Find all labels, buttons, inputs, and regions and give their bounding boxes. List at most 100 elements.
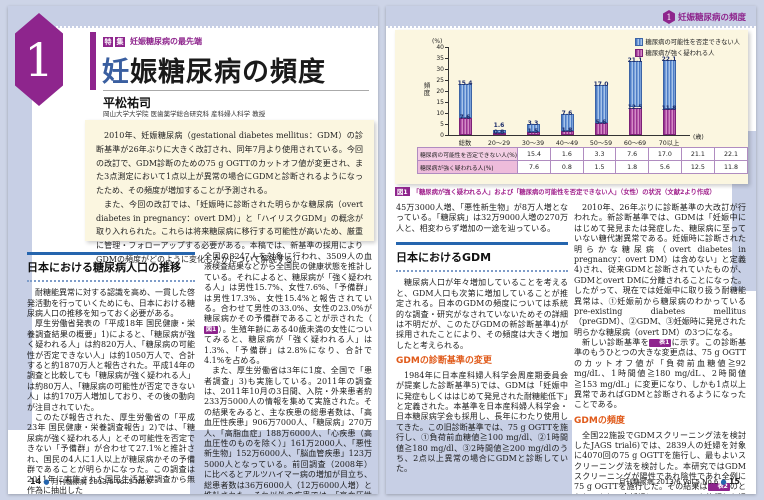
body-text: 新しい診断基準を <box>582 338 650 348</box>
y-axis-label: 頻度 <box>422 82 430 97</box>
y-tick-mark <box>445 58 448 59</box>
section-rule <box>396 242 568 246</box>
section-heading-diabetes-population: 日本における糖尿病人口の推移 <box>27 260 195 283</box>
x-category-label: 40～49 <box>555 140 579 147</box>
y-tick-mark <box>445 69 448 70</box>
y-tick-label: 0 <box>440 131 444 139</box>
body-text: ）。生殖年齢にある40歳未満の女性についてみると、糖尿病が「強く疑われる人」は1… <box>204 324 372 365</box>
x-category-label: 50～59 <box>589 140 613 147</box>
bar-segment-purple-striped <box>492 133 506 136</box>
bar-value-label: 12.5 <box>627 103 643 111</box>
bar-value-label: 1.8 <box>561 127 573 135</box>
legend-label: 糖尿病が強く疑われる人 <box>645 50 715 57</box>
figure-table-cell: 1.8 <box>615 160 649 174</box>
bar-segment-blue-striped <box>560 114 574 132</box>
left-page: 1 特 集 妊娠糖尿病の最先端 妊娠糖尿病の頻度 平松祐司 岡山大学大学院 医歯… <box>8 6 378 494</box>
y-tick-label: 5 <box>440 120 444 128</box>
journal-name: 月刊糖尿病 2013/6 Vol.5 No.6 <box>618 478 719 486</box>
body-paragraph: 1984年に日本産科婦人科学会周産期委員会が提案した診断基準5)では、GDMは「… <box>396 370 568 474</box>
running-head: 1 妊娠糖尿病の頻度 <box>662 10 746 24</box>
figure-table-cell: 22.1 <box>713 147 749 161</box>
body-paragraph: 全国の8247人を対象に行われ、3509人の血液検査結果などから全国民の健康状態… <box>204 252 372 366</box>
figure-table-cell: 5.6 <box>647 160 682 174</box>
article-title: 妊娠糖尿病の頻度 <box>102 50 326 89</box>
x-axis-unit: (歳) <box>693 134 704 141</box>
figure-table-cell: 11.8 <box>713 160 749 174</box>
bar-segment-purple-striped <box>526 131 540 135</box>
author-divider-rule <box>103 90 369 91</box>
figure-table-cell: 3.3 <box>582 147 617 161</box>
body-paragraph: また、厚生労働省は3年に1度、全国で「患者調査」3)も実施している。2011年の… <box>204 366 372 494</box>
x-category-label: 60～69 <box>623 140 647 147</box>
bar-segment-blue-striped <box>628 61 642 108</box>
y-tick-mark <box>445 124 448 125</box>
bar-segment-purple-striped <box>662 109 676 135</box>
legend-entry: 糖尿病の可能性を否定できない人 <box>634 37 740 46</box>
x-category-label: 総数 <box>458 140 472 147</box>
y-tick-label: 10 <box>436 109 444 117</box>
title-divider-rule <box>90 32 96 90</box>
legend-entry: 糖尿病が強く疑われる人 <box>634 48 740 57</box>
page-number: 14 <box>30 477 42 486</box>
bar-value-label: 5.6 <box>595 118 607 126</box>
legend-label: 糖尿病の可能性を否定できない人 <box>645 39 740 46</box>
body-paragraph: 新しい診断基準を 表1 に示す。この診断基準のもうひとつの大きな変更点は、75 g … <box>574 338 746 411</box>
footer-dot-icon: ● <box>43 478 50 486</box>
bar-value-label: 11.8 <box>661 105 677 113</box>
x-category-label: 70以上 <box>658 140 680 147</box>
table2-inline-badge: 表2 <box>707 483 730 492</box>
y-tick-mark <box>445 113 448 114</box>
body-paragraph: 全国22施設でGDMスクリーニング法を検討したJAGS trial6)では、28… <box>574 431 746 495</box>
legend-swatch-icon <box>634 37 643 46</box>
section-heading-block: 日本におけるGDM <box>396 242 568 273</box>
legend-swatch-icon <box>634 48 643 57</box>
y-tick-label: 20 <box>436 87 444 95</box>
left-page-column-1: 日本における糖尿病人口の推移 耐糖能異常に対する認識を高め、一貫した啓発活動を行… <box>27 252 195 494</box>
abstract-paragraph-1: 2010年、妊娠糖尿病（gestational diabetes mellitu… <box>96 131 363 195</box>
figure-table-cell: 0.8 <box>550 160 584 174</box>
author-affiliation: 岡山大学大学院 医歯薬学総合研究科 産科婦人科学 教授 <box>103 110 266 118</box>
y-axis-line <box>448 47 449 135</box>
abstract-box: 2010年、妊娠糖尿病（gestational diabetes mellitu… <box>85 120 374 264</box>
journal-name: 月刊糖尿病 2013/6 Vol.5 No.6 <box>51 478 152 486</box>
feature-badge-char1: 特 <box>103 36 113 47</box>
bar-segment-purple-striped <box>628 107 642 135</box>
x-category-label: 30～39 <box>521 140 545 147</box>
y-tick-label: 30 <box>436 65 444 73</box>
author-name: 平松祐司 <box>103 96 152 110</box>
bottom-right-decoration <box>190 430 378 494</box>
chart-legend: 糖尿病の可能性を否定できない人 糖尿病が強く疑われる人 <box>634 37 740 59</box>
y-tick-mark <box>445 91 448 92</box>
running-head-hexagon-icon: 1 <box>662 10 675 24</box>
bar-segment-blue-striped <box>594 85 608 123</box>
y-tick-label: 40 <box>436 43 444 51</box>
subheading-gdm-frequency: GDMの頻度 <box>574 415 625 426</box>
body-paragraph: 45万3000人増、「悪性新生物」が8万人増となっている。「糖尿病」は32万90… <box>396 203 568 233</box>
bar-segment-blue-striped <box>458 84 472 119</box>
y-tick-mark <box>445 135 448 136</box>
chapter-number: 1 <box>24 32 54 87</box>
body-paragraph: このたび報告された、厚生労働省の「平成23年 国民健康・栄養調査報告」2)では、… <box>27 412 195 494</box>
bar-segment-purple-striped <box>560 131 574 135</box>
figure-table-row-label: 糖尿病が強く疑われる人(%) <box>417 160 518 174</box>
bar-segment-blue-striped <box>492 129 506 134</box>
right-page-column-2: 2010年、26年ぶりに診断基準の大改訂が行われた。新診断基準では、GDMは「妊… <box>574 203 746 494</box>
figure-table-cell: 7.6 <box>615 147 649 161</box>
bar-value-label: 21.1 <box>627 57 643 65</box>
abstract-paragraph-2: また、今回の改訂では、「妊娠時に診断された明らかな糖尿病（overt diabe… <box>96 199 363 264</box>
figure1-panel: 0 5 10 15 20 25 30 35 40 (%) 頻度 (歳) 15.4 7.6 総数 1.6 0.8 2… <box>395 30 749 184</box>
top-band-decoration <box>386 6 756 28</box>
bar-segment-purple-striped <box>594 122 608 135</box>
bar-value-label: 15.4 <box>457 80 473 88</box>
bar-value-label: 7.6 <box>561 110 573 118</box>
figure1-caption-text: 「糖尿病が強く疑われる人」および「糖尿病の可能性を否定できない人」（女性）の状況… <box>412 189 716 196</box>
right-page: 1 妊娠糖尿病の頻度 0 5 10 15 20 25 30 35 40 (%) 頻度 (歳) 15.4 7… <box>386 6 756 494</box>
figure-table-row: 糖尿病の可能性を否定できない人(%) 15.4 1.6 3.3 7.6 17.0 21.1 2… <box>417 147 749 161</box>
x-axis-line <box>448 135 690 136</box>
bar-value-label: 17.0 <box>593 81 609 89</box>
bar-value-label: 1.5 <box>527 127 539 135</box>
y-axis-unit: (%) <box>432 38 443 45</box>
body-paragraph: 厚生労働省発表の「平成18年 国民健康・栄養調査結果の概要」1)によると、「糖尿… <box>27 319 195 412</box>
figure-table-cell: 15.4 <box>516 147 552 161</box>
figure-data-table: 糖尿病の可能性を否定できない人(%) 15.4 1.6 3.3 7.6 17.0 21.1 2… <box>417 147 749 174</box>
